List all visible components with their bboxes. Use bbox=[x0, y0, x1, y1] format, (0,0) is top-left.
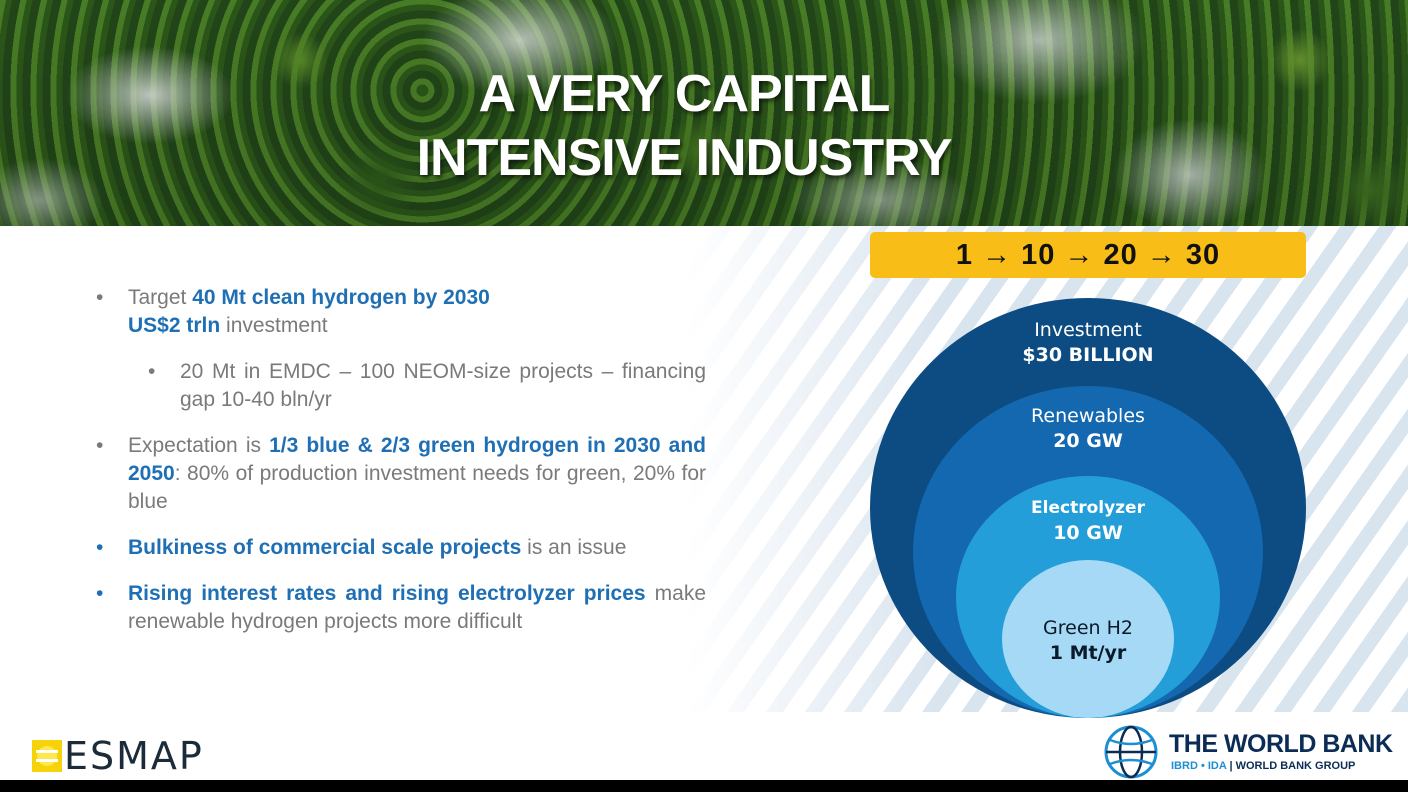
renewables-label: Renewables 20 GW bbox=[930, 404, 1246, 454]
bullet-interest-rates: • Rising interest rates and rising elect… bbox=[96, 580, 706, 636]
sub-bullet-emdc: • 20 Mt in EMDC – 100 NEOM-size projects… bbox=[96, 358, 706, 414]
globe-icon bbox=[1104, 725, 1158, 779]
bullet-dot: • bbox=[148, 360, 156, 383]
footer-bar bbox=[0, 780, 1408, 792]
bullet-highlight: US$2 trln bbox=[128, 314, 221, 337]
bullet-dot: • bbox=[96, 536, 104, 559]
bullet-text: investment bbox=[220, 314, 328, 337]
bullet-dot: • bbox=[96, 434, 104, 457]
investment-label: Investment $30 BILLION bbox=[888, 318, 1288, 368]
world-bank-name: THE WORLD BANK bbox=[1169, 730, 1393, 758]
bullet-text: is an issue bbox=[521, 536, 627, 559]
world-bank-subtitle: IBRD • IDA | WORLD BANK GROUP bbox=[1171, 760, 1356, 772]
esmap-wordmark: ESMAP bbox=[64, 734, 204, 778]
circle-green-h2 bbox=[1002, 560, 1174, 718]
esmap-sun-icon bbox=[32, 740, 62, 772]
bullet-text: Target bbox=[128, 286, 193, 309]
circle-label: Investment bbox=[1034, 319, 1142, 341]
banner-shade bbox=[0, 0, 1408, 226]
ibrd-ida-text: IBRD • IDA bbox=[1171, 760, 1227, 772]
green-h2-label: Green H2 1 Mt/yr bbox=[1010, 616, 1166, 666]
circle-label: Renewables bbox=[1031, 405, 1145, 427]
bullet-dot: • bbox=[96, 582, 104, 605]
circle-value: 10 GW bbox=[1053, 522, 1123, 544]
circle-value: 20 GW bbox=[1053, 430, 1123, 452]
bullet-list: • Target 40 Mt clean hydrogen by 2030 US… bbox=[96, 284, 706, 636]
world-bank-logo: THE WORLD BANK IBRD • IDA | WORLD BANK G… bbox=[1103, 724, 1403, 780]
bullet-dot: • bbox=[96, 286, 104, 309]
bullet-text: make renewable hydrogen projects more di… bbox=[128, 582, 707, 633]
circle-value: 1 Mt/yr bbox=[1049, 642, 1127, 664]
electrolyzer-label: Electrolyzer 10 GW bbox=[970, 496, 1206, 546]
forest-banner-image: A VERY CAPITAL INTENSIVE INDUSTRY bbox=[0, 0, 1408, 226]
title-line-1: A VERY CAPITAL bbox=[478, 65, 891, 123]
sub-bullet-text: 20 Mt in EMDC – 100 NEOM-size projects –… bbox=[180, 360, 706, 411]
circle-label: Electrolyzer bbox=[1031, 498, 1145, 518]
title-line-2: INTENSIVE INDUSTRY bbox=[416, 129, 953, 187]
bullet-highlight: 1/3 blue & 2/3 green hydrogen in 2030 an… bbox=[128, 434, 706, 485]
bullet-highlight: Rising interest rates and rising electro… bbox=[128, 582, 646, 605]
world-bank-group-text: WORLD BANK GROUP bbox=[1235, 760, 1356, 772]
sequence-bar: 1 → 10 → 20 → 30 bbox=[870, 232, 1306, 278]
bullet-highlight: Bulkiness of commercial scale projects bbox=[128, 536, 522, 559]
bullet-text: : 80% of production investment needs for… bbox=[128, 462, 706, 513]
circle-label: Green H2 bbox=[1043, 617, 1133, 639]
bullet-expectation: • Expectation is 1/3 blue & 2/3 green hy… bbox=[96, 432, 706, 516]
slide-title: A VERY CAPITAL INTENSIVE INDUSTRY bbox=[0, 62, 1368, 190]
bullet-highlight: 40 Mt clean hydrogen by 2030 bbox=[192, 286, 490, 309]
bullet-text: Expectation is bbox=[128, 434, 270, 457]
bullet-bulkiness: • Bulkiness of commercial scale projects… bbox=[96, 534, 706, 562]
circle-value: $30 BILLION bbox=[1022, 344, 1154, 366]
bullet-target: • Target 40 Mt clean hydrogen by 2030 US… bbox=[96, 284, 706, 340]
